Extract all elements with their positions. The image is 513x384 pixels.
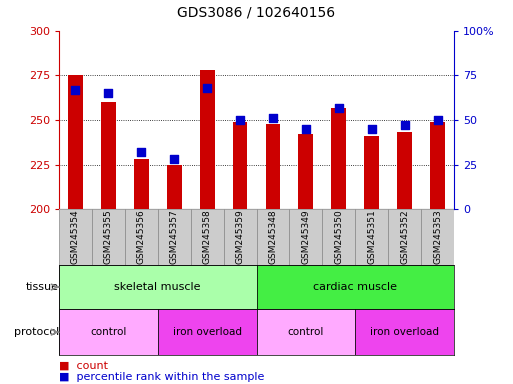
Text: control: control — [288, 327, 324, 337]
Bar — [158, 309, 256, 355]
Bar — [92, 209, 125, 265]
Bar — [355, 309, 454, 355]
Point — [137, 149, 145, 155]
Text: GSM245351: GSM245351 — [367, 210, 376, 265]
Text: iron overload: iron overload — [370, 327, 439, 337]
Bar — [322, 209, 355, 265]
Bar — [397, 132, 412, 209]
Text: GSM245357: GSM245357 — [170, 210, 179, 265]
Point — [269, 115, 277, 121]
Bar — [331, 108, 346, 209]
Point — [104, 90, 112, 96]
Point — [401, 122, 409, 128]
Bar — [289, 209, 322, 265]
Text: iron overload: iron overload — [172, 327, 242, 337]
Bar — [430, 122, 445, 209]
Bar — [364, 136, 379, 209]
Point — [71, 86, 80, 93]
Bar — [421, 209, 454, 265]
Bar — [191, 209, 224, 265]
Text: GSM245356: GSM245356 — [137, 210, 146, 265]
Bar — [256, 209, 289, 265]
Text: skeletal muscle: skeletal muscle — [114, 282, 201, 292]
Text: GSM245353: GSM245353 — [433, 210, 442, 265]
Bar — [134, 159, 149, 209]
Text: GSM245348: GSM245348 — [268, 210, 278, 265]
Text: GSM245359: GSM245359 — [235, 210, 245, 265]
Bar — [125, 209, 158, 265]
Bar — [266, 124, 281, 209]
Bar — [200, 70, 214, 209]
Text: ■  count: ■ count — [59, 361, 108, 371]
Point — [203, 85, 211, 91]
Bar — [59, 265, 256, 309]
Text: cardiac muscle: cardiac muscle — [313, 282, 397, 292]
Text: control: control — [90, 327, 127, 337]
Bar — [388, 209, 421, 265]
Text: GDS3086 / 102640156: GDS3086 / 102640156 — [177, 5, 336, 19]
Point — [302, 126, 310, 132]
Bar — [232, 122, 247, 209]
Text: GSM245352: GSM245352 — [400, 210, 409, 265]
Bar — [256, 265, 454, 309]
Text: GSM245349: GSM245349 — [301, 210, 310, 265]
Bar — [101, 102, 116, 209]
Point — [433, 117, 442, 123]
Bar — [224, 209, 256, 265]
Bar — [299, 134, 313, 209]
Point — [170, 156, 179, 162]
Bar — [167, 165, 182, 209]
Point — [368, 126, 376, 132]
Bar — [355, 209, 388, 265]
Text: protocol: protocol — [13, 327, 59, 337]
Bar — [59, 309, 158, 355]
Point — [236, 117, 244, 123]
Text: ■  percentile rank within the sample: ■ percentile rank within the sample — [59, 372, 264, 382]
Bar — [59, 209, 92, 265]
Text: GSM245355: GSM245355 — [104, 210, 113, 265]
Text: GSM245358: GSM245358 — [203, 210, 212, 265]
Point — [334, 104, 343, 111]
Bar — [256, 309, 355, 355]
Bar — [68, 75, 83, 209]
Text: tissue: tissue — [26, 282, 59, 292]
Text: GSM245354: GSM245354 — [71, 210, 80, 265]
Bar — [158, 209, 191, 265]
Text: GSM245350: GSM245350 — [334, 210, 343, 265]
